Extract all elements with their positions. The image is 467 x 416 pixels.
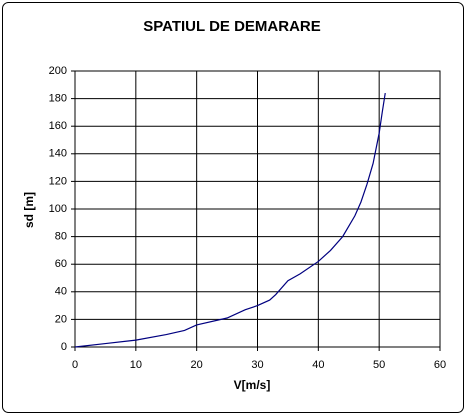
x-tick-label: 60 (434, 359, 446, 371)
x-tick-label: 50 (373, 359, 385, 371)
y-axis-label: sd [m] (22, 192, 36, 228)
y-tick-label: 160 (49, 120, 67, 132)
chart-border (2, 2, 464, 413)
x-tick-label: 0 (72, 359, 78, 371)
x-tick-label: 20 (191, 359, 203, 371)
x-tick-label: 10 (130, 359, 142, 371)
y-tick-label: 180 (49, 93, 67, 105)
plot-area (74, 70, 441, 348)
x-tick-label: 30 (251, 359, 263, 371)
data-line (74, 92, 386, 348)
x-axis-label: V[m/s] (234, 378, 271, 392)
y-tick-label: 80 (55, 231, 67, 243)
y-tick-label: 100 (49, 203, 67, 215)
y-tick-label: 120 (49, 175, 67, 187)
y-tick-label: 140 (49, 148, 67, 160)
y-tick-label: 200 (49, 65, 67, 77)
y-tick-label: 40 (55, 286, 67, 298)
chart-title: SPATIUL DE DEMARARE (143, 18, 321, 35)
y-tick-label: 0 (61, 341, 67, 353)
y-tick-label: 20 (55, 313, 67, 325)
x-tick-label: 40 (312, 359, 324, 371)
y-tick-label: 60 (55, 258, 67, 270)
